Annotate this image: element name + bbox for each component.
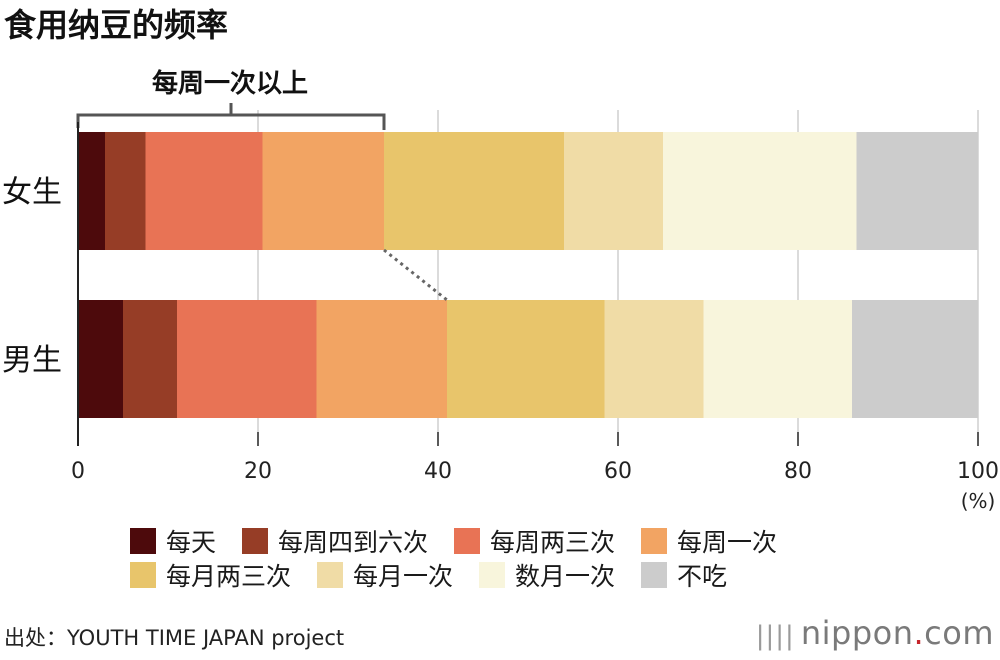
bar-segment (384, 132, 564, 250)
legend-label: 每月一次 (353, 562, 454, 591)
legend-item: 数月一次 (479, 557, 615, 593)
legend-label: 每周四到六次 (278, 528, 429, 557)
bar-segment (105, 132, 146, 250)
legend-item: 每天 (130, 523, 216, 559)
bar-segment (78, 300, 123, 418)
legend-label: 每周两三次 (490, 528, 616, 557)
x-tick-label: 80 (784, 459, 812, 484)
bracket-group (76, 103, 448, 302)
legend-swatch (130, 528, 156, 554)
legend-swatch (454, 528, 481, 554)
legend-swatch (130, 562, 156, 588)
x-tick-label: 100 (957, 459, 999, 484)
legend-swatch (317, 562, 344, 588)
legend-label: 每天 (166, 528, 217, 557)
bar-segment (316, 300, 447, 418)
legend-swatch (242, 528, 269, 554)
chart-title: 食用纳豆的频率 (4, 6, 228, 44)
category-label: 女生 (2, 175, 62, 210)
legend-label: 数月一次 (515, 562, 616, 591)
x-tick-label: 0 (71, 459, 85, 484)
bracket-label: 每周一次以上 (152, 68, 308, 99)
legend-item: 每月两三次 (130, 557, 291, 593)
bar-segment (447, 300, 605, 418)
legend-label: 每月两三次 (166, 562, 292, 591)
legend-item: 每周四到六次 (242, 523, 428, 559)
bar-segment (78, 132, 105, 250)
bar-segment (262, 132, 384, 250)
legend-item: 每月一次 (317, 557, 453, 593)
category-label: 男生 (2, 343, 62, 378)
x-tick-label: 20 (244, 459, 272, 484)
bar-segment (145, 132, 263, 250)
bar-segment (564, 132, 663, 250)
legend-item: 每周两三次 (454, 523, 615, 559)
legend-row: 每天 每周四到六次 每周两三次 每周一次 (130, 524, 990, 558)
legend-row: 每月两三次 每月一次 数月一次 不吃 (130, 558, 990, 592)
bar-segment (604, 300, 704, 418)
logo-suffix: com (924, 614, 994, 652)
x-tick-label: 40 (424, 459, 452, 484)
logo-dot: . (913, 614, 925, 652)
legend-swatch (479, 562, 506, 588)
x-tick-label: 60 (604, 459, 632, 484)
bracket-line (76, 113, 386, 130)
bar-segment (852, 300, 978, 418)
bar-segment (703, 300, 852, 418)
bar-segment (177, 300, 317, 418)
source-note: 出处：YOUTH TIME JAPAN project (4, 626, 345, 650)
legend-swatch (641, 528, 668, 554)
bar-segment (856, 132, 978, 250)
logo-word: nippon (800, 614, 914, 652)
legend-label: 每周一次 (677, 528, 778, 557)
legend-item: 不吃 (641, 557, 727, 593)
x-axis: 0 20 40 60 80 100 (71, 122, 999, 484)
bar-segment (663, 132, 857, 250)
legend-label: 不吃 (677, 562, 728, 591)
x-unit-label: (%) (961, 489, 996, 513)
bar-segment (123, 300, 177, 418)
legend: 每天 每周四到六次 每周两三次 每周一次 每月两三次 每月一次 数月一次 不吃 (130, 524, 990, 592)
legend-swatch (641, 562, 668, 588)
legend-item: 每周一次 (641, 523, 777, 559)
logo-mark-icon: |||| (755, 621, 795, 651)
bar-segments (78, 132, 978, 418)
nippon-logo: |||| nippon.com (756, 614, 994, 652)
